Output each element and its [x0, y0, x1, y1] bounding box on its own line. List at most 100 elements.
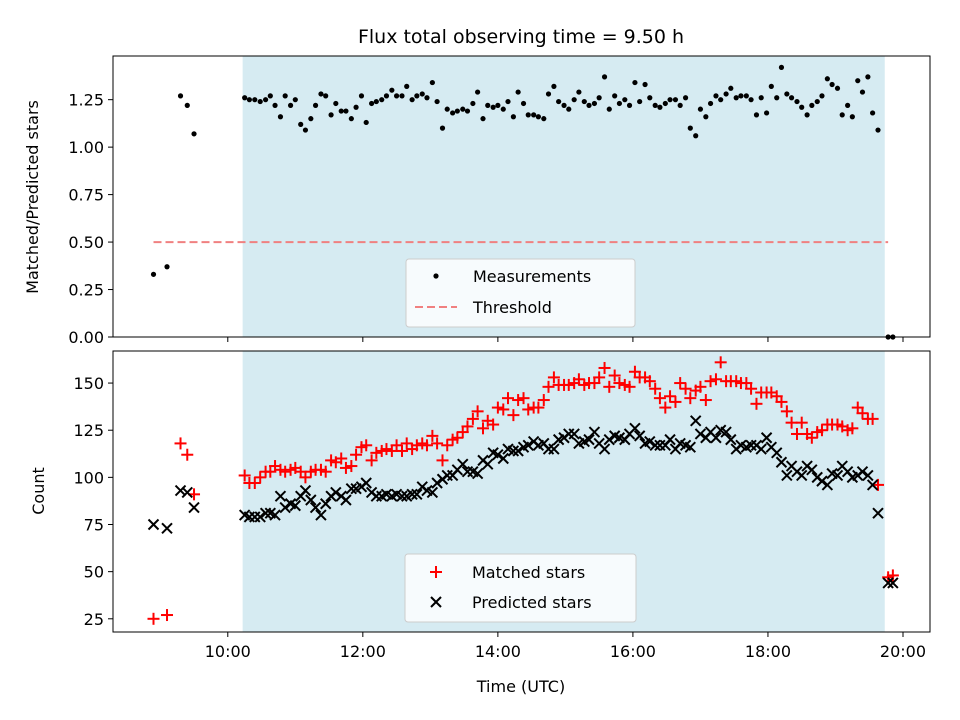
data-point [279, 501, 291, 514]
data-point [365, 454, 378, 467]
bottom-x-ticks: 10:00 12:00 14:00 16:00 18:00 20:00 [205, 632, 926, 661]
data-point [404, 83, 410, 89]
data-point [616, 100, 623, 107]
top-legend: Measurements Threshold [405, 258, 636, 328]
data-point [512, 445, 524, 457]
data-point [771, 447, 783, 459]
data-point [434, 98, 440, 105]
data-point [849, 114, 855, 120]
data-point [637, 98, 643, 105]
data-point [188, 501, 200, 514]
bottom-legend: Matched stars Predicted stars [404, 553, 637, 623]
legend-predicted-label: Predicted stars [472, 593, 592, 612]
data-point [517, 392, 530, 405]
data-point [312, 102, 319, 108]
data-point [491, 401, 504, 414]
data-point [551, 83, 557, 89]
data-point [855, 78, 861, 84]
data-point [525, 112, 531, 118]
top-legend-box [405, 258, 636, 328]
data-point [279, 465, 292, 478]
data-point [419, 91, 425, 97]
data-point [282, 93, 288, 99]
data-point [714, 356, 727, 369]
data-point [262, 97, 269, 103]
data-point [298, 121, 304, 127]
data-point [181, 448, 194, 461]
data-point [824, 76, 830, 82]
data-point [252, 97, 258, 103]
legend-predicted-marker [430, 596, 442, 608]
data-point [644, 435, 656, 448]
data-point [507, 445, 520, 457]
data-point [677, 102, 683, 108]
data-point [429, 79, 435, 86]
data-point [583, 433, 595, 446]
data-point [856, 407, 869, 420]
data-point [335, 452, 348, 465]
data-point [406, 488, 418, 501]
data-point [806, 464, 818, 476]
data-point [277, 114, 284, 120]
data-point [556, 98, 562, 105]
x-tick-label: 20:00 [880, 642, 926, 661]
data-point [664, 433, 676, 446]
data-point [728, 85, 734, 91]
legend-measurements-label: Measurements [473, 267, 591, 286]
data-point [399, 93, 405, 99]
top-x-ticks [227, 337, 904, 342]
data-point [613, 377, 626, 390]
data-point [576, 89, 582, 95]
bottom-panel: 25 50 75 100 125 150 10:00 12:00 14:00 16:00 18:0… [29, 350, 931, 696]
data-point [775, 395, 788, 408]
data-point [768, 83, 774, 89]
data-point [287, 102, 294, 108]
data-point [733, 95, 739, 101]
data-point [505, 98, 511, 105]
series-measurements [150, 64, 896, 340]
data-point [257, 98, 263, 105]
data-point [816, 475, 828, 487]
data-point [302, 127, 309, 133]
data-point [603, 433, 615, 446]
data-point [819, 93, 825, 99]
data-point [795, 416, 808, 429]
data-point [834, 85, 841, 91]
data-point [606, 106, 612, 112]
data-point [748, 97, 754, 103]
data-point [531, 112, 537, 118]
data-point [319, 498, 332, 510]
bottom-y-tick-label: 125 [73, 421, 104, 440]
data-point [174, 437, 187, 450]
data-point [856, 465, 869, 478]
data-point [682, 95, 689, 101]
data-point [330, 486, 342, 499]
data-point [522, 403, 535, 416]
data-point [633, 430, 646, 442]
data-point [760, 432, 773, 444]
data-point [598, 443, 611, 455]
data-point [426, 429, 439, 442]
data-point [821, 479, 834, 491]
data-point [643, 375, 656, 388]
data-point [457, 458, 469, 470]
data-point [246, 97, 252, 103]
data-point [436, 454, 449, 467]
data-point [541, 116, 547, 122]
data-point [238, 469, 251, 482]
data-point [581, 98, 587, 105]
data-point [687, 125, 693, 131]
data-point [593, 371, 606, 384]
data-point [333, 100, 339, 107]
data-point [755, 443, 767, 455]
data-point [542, 380, 555, 393]
data-point [512, 394, 525, 407]
data-point [699, 394, 712, 407]
data-point [174, 484, 187, 497]
bottom-plot-frame [112, 350, 931, 633]
data-point [859, 89, 866, 95]
data-point [780, 405, 793, 418]
data-point [147, 518, 160, 531]
data-point [693, 133, 699, 139]
top-y-tick-label: 0.00 [68, 328, 104, 347]
